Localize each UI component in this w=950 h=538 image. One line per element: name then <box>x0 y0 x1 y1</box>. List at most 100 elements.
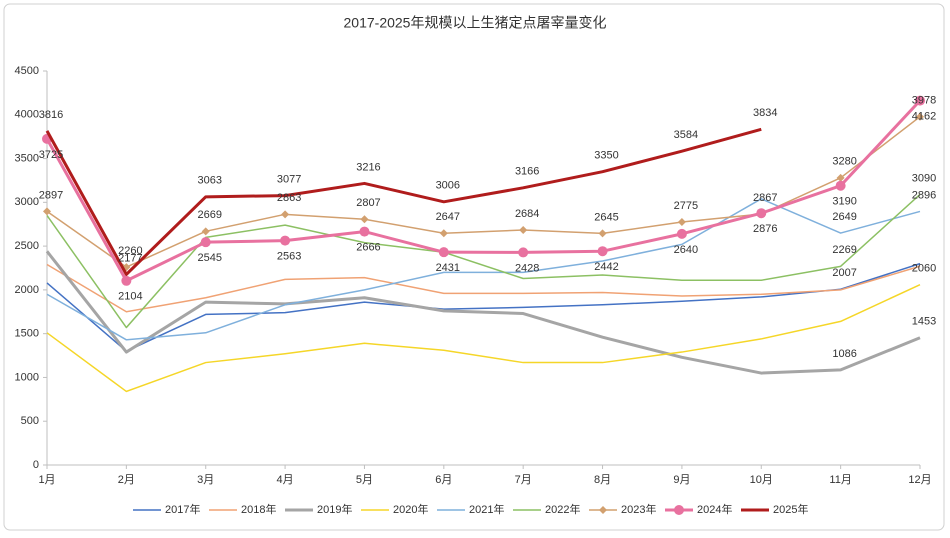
data-label: 2807 <box>356 197 380 209</box>
legend-label: 2023年 <box>621 502 656 516</box>
data-label: 3725 <box>39 149 63 161</box>
x-tick-label: 6月 <box>435 474 452 486</box>
legend-marker <box>674 505 684 515</box>
x-tick-label: 4月 <box>277 474 294 486</box>
y-tick-label: 3500 <box>15 152 39 164</box>
data-label: 2442 <box>594 261 618 273</box>
data-label: 2669 <box>197 209 221 221</box>
data-label: 2897 <box>39 189 63 201</box>
legend-label: 2022年 <box>545 502 580 516</box>
x-tick-label: 12月 <box>908 474 931 486</box>
data-label: 2007 <box>832 267 856 279</box>
data-label: 2863 <box>277 192 301 204</box>
data-label: 2647 <box>436 211 460 223</box>
legend-label: 2025年 <box>773 502 808 516</box>
point-marker <box>915 95 925 106</box>
point-marker <box>597 246 608 257</box>
data-label: 2896 <box>912 189 936 201</box>
y-tick-label: 4500 <box>15 65 39 77</box>
point-marker <box>359 226 370 237</box>
legend-label: 2021年 <box>469 502 504 516</box>
y-tick-label: 1000 <box>15 371 39 383</box>
point-marker <box>519 226 528 235</box>
series-line <box>46 193 921 329</box>
data-label: 2645 <box>594 211 618 223</box>
legend-label: 2020年 <box>393 502 428 516</box>
y-tick-label: 3000 <box>15 196 39 208</box>
x-tick-label: 3月 <box>197 474 214 486</box>
series-line <box>45 99 922 283</box>
data-label: 1453 <box>912 316 936 328</box>
y-tick-label: 4000 <box>15 109 39 121</box>
y-tick-label: 1500 <box>15 328 39 340</box>
point-marker <box>835 180 846 191</box>
point-marker <box>438 247 449 258</box>
point-marker <box>756 208 767 219</box>
point-marker <box>916 112 924 121</box>
point-marker <box>677 218 686 227</box>
x-tick-label: 2月 <box>118 474 135 486</box>
point-marker <box>281 210 290 219</box>
data-label: 2563 <box>277 251 301 263</box>
data-label: 3816 <box>39 109 63 121</box>
data-label: 2649 <box>832 211 856 223</box>
x-tick-label: 10月 <box>750 474 773 486</box>
chart-frame <box>3 3 945 531</box>
data-label: 2545 <box>197 252 221 264</box>
point-marker <box>598 229 607 238</box>
point-marker <box>43 207 51 216</box>
point-marker <box>121 275 132 286</box>
legend-label: 2017年 <box>165 502 200 516</box>
x-tick-label: 11月 <box>829 474 851 486</box>
y-tick-label: 2500 <box>15 240 39 252</box>
y-tick-label: 2000 <box>15 284 39 296</box>
data-label: 2876 <box>753 223 777 235</box>
legend-label: 2024年 <box>697 502 732 516</box>
data-label: 1086 <box>832 348 856 360</box>
point-marker <box>676 228 687 239</box>
data-label: 3834 <box>753 107 777 119</box>
x-tick-label: 8月 <box>594 474 611 486</box>
point-marker <box>518 247 529 258</box>
data-label: 3063 <box>197 175 221 187</box>
data-label: 2269 <box>832 244 856 256</box>
x-tick-label: 7月 <box>515 474 532 486</box>
series-line <box>46 198 921 341</box>
x-tick-label: 9月 <box>673 474 690 486</box>
data-label: 2428 <box>515 262 539 274</box>
data-label: 3077 <box>277 173 301 185</box>
data-label: 3350 <box>594 150 618 162</box>
data-label: 3166 <box>515 166 539 178</box>
series-line <box>45 127 762 276</box>
data-label: 3978 <box>912 95 936 107</box>
data-label: 3584 <box>674 129 698 141</box>
data-label: 3216 <box>356 161 380 173</box>
point-marker <box>439 229 448 238</box>
x-tick-label: 5月 <box>356 474 373 486</box>
data-label: 2666 <box>356 241 380 253</box>
series-line <box>46 263 921 313</box>
data-label: 2431 <box>436 262 460 274</box>
data-label: 4162 <box>912 111 936 123</box>
data-label: 2684 <box>515 208 539 220</box>
point-marker <box>200 237 211 248</box>
point-marker <box>360 215 369 224</box>
legend-label: 2019年 <box>317 502 352 516</box>
data-label: 3190 <box>832 196 856 208</box>
data-label: 3280 <box>832 156 856 168</box>
y-tick-label: 500 <box>21 415 39 427</box>
series-line <box>46 262 921 352</box>
chart-title: 2017-2025年规模以上生猪定点屠宰量变化 <box>344 15 607 31</box>
legend-marker <box>599 506 607 514</box>
point-marker <box>280 235 291 246</box>
x-tick-label: 1月 <box>38 474 55 486</box>
data-label: 2775 <box>674 200 698 212</box>
data-label: 3090 <box>912 172 936 184</box>
point-marker <box>836 173 845 182</box>
y-tick-label: 0 <box>33 459 39 471</box>
data-label: 2060 <box>912 263 936 275</box>
point-marker <box>201 227 210 236</box>
legend-label: 2018年 <box>241 502 276 516</box>
